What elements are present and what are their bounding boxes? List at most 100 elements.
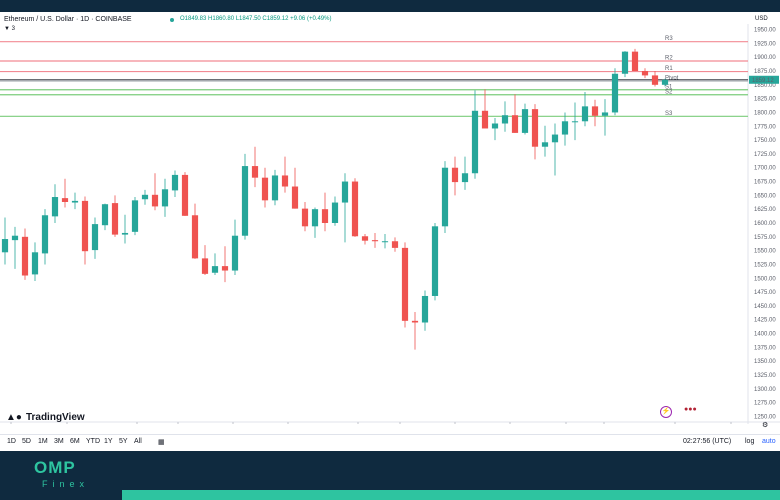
level-label: S2 [665,89,673,95]
y-tick-label: 1825.00 [754,97,776,103]
candle-body [101,204,109,226]
candle-body [571,121,579,123]
candle-body [131,200,139,232]
candle-body [551,134,559,143]
indicator-collapse-icon[interactable]: ▼ 3 [4,26,15,32]
candle-body [241,166,249,236]
candle-body [451,167,459,183]
chart-panel: Ethereum / U.S. Dollar · 1D · COINBASE O… [0,12,780,451]
y-tick-label: 1475.00 [754,290,776,296]
y-tick-label: 1675.00 [754,180,776,186]
last-price-label: 1859.12 [752,78,774,84]
y-tick-label: 1550.00 [754,249,776,255]
candle-body [161,189,169,207]
range-1m[interactable]: 1M [38,438,48,445]
candle-body [401,247,409,321]
candle-body [391,241,399,248]
date-range-icon[interactable]: ▦ [158,439,165,446]
y-tick-label: 1425.00 [754,318,776,324]
candle-body [561,121,569,135]
y-tick-label: 1650.00 [754,193,776,199]
candle-body [591,106,599,116]
candle-body [271,175,279,201]
currency-label[interactable]: USD [755,16,768,22]
candle-body [381,241,389,243]
y-tick-label: 1950.00 [754,28,776,34]
candle-body [261,177,269,201]
candle-body [611,73,619,113]
log-toggle[interactable]: log [745,438,755,445]
candle-body [621,51,629,74]
level-label: S3 [665,111,673,117]
candle-body [351,181,359,237]
candle-body [191,215,199,259]
range-all[interactable]: All [134,438,142,445]
y-tick-label: 1525.00 [754,262,776,268]
candle-body [31,252,39,275]
candle-body [321,209,329,223]
candle-body [251,166,259,178]
candle-body [481,110,489,129]
level-label: S1 [665,84,673,90]
utc-clock[interactable]: 02:27:56 (UTC) [683,438,732,445]
candle-body [491,123,499,129]
candle-body [1,239,9,253]
candle-body [651,75,659,85]
candle-body [541,142,549,147]
tradingview-label: TradingView [25,412,85,423]
candle-body [151,194,159,207]
y-tick-label: 1400.00 [754,332,776,338]
candle-body [141,194,149,200]
tradingview-icon: ▲● [6,412,22,423]
candle-body [171,174,179,191]
range-5y[interactable]: 5Y [119,438,128,445]
flag-events-icon[interactable]: ●●● [684,406,697,413]
candle-body [21,236,29,276]
candle-body [371,240,379,242]
level-label: R2 [665,56,673,62]
candle-body [431,226,439,296]
y-tick-label: 1450.00 [754,304,776,310]
range-6m[interactable]: 6M [70,438,80,445]
price-chart[interactable]: 1250.00 1275.00 1300.00 1325.00 1350.00 1375.… [0,24,780,424]
candle-body [11,235,19,241]
tradingview-logo: ▲● TradingView [6,412,85,423]
candle-body [641,70,649,76]
candle-body [291,186,299,209]
candle-body [211,266,219,273]
candle-body [91,224,99,251]
candle-body [201,258,209,274]
y-tick-label: 1850.00 [754,83,776,89]
range-1y[interactable]: 1Y [104,438,113,445]
status-dot-icon [170,18,174,22]
candle-body [461,173,469,183]
symbol-title[interactable]: Ethereum / U.S. Dollar · 1D · COINBASE [4,16,132,23]
y-tick-label: 1300.00 [754,387,776,393]
range-ytd[interactable]: YTD [86,438,100,445]
level-label: R1 [665,66,673,72]
y-tick-label: 1875.00 [754,69,776,75]
candle-body [531,109,539,147]
settings-gear-icon[interactable]: ⚙ [762,422,769,429]
candle-body [51,197,59,217]
candle-body [501,115,509,124]
candle-body [411,320,419,323]
range-3m[interactable]: 3M [54,438,64,445]
candle-body [601,112,609,116]
candle-body [231,235,239,271]
ohlc-values: O1849.83 H1860.80 L1847.50 C1859.12 +9.0… [180,16,332,22]
auto-toggle[interactable]: auto [762,438,776,445]
candle-body [121,232,129,235]
range-5d[interactable]: 5D [22,438,31,445]
candle-body [581,106,589,122]
indicator-count: 3 [11,26,15,32]
candle-body [511,115,519,133]
y-tick-label: 1925.00 [754,41,776,47]
range-1d[interactable]: 1D [7,438,16,445]
y-tick-label: 1375.00 [754,345,776,351]
y-tick-label: 1775.00 [754,124,776,130]
candle-body [311,209,319,227]
lightning-icon[interactable]: ⚡ [660,406,672,418]
y-tick-label: 1800.00 [754,110,776,116]
